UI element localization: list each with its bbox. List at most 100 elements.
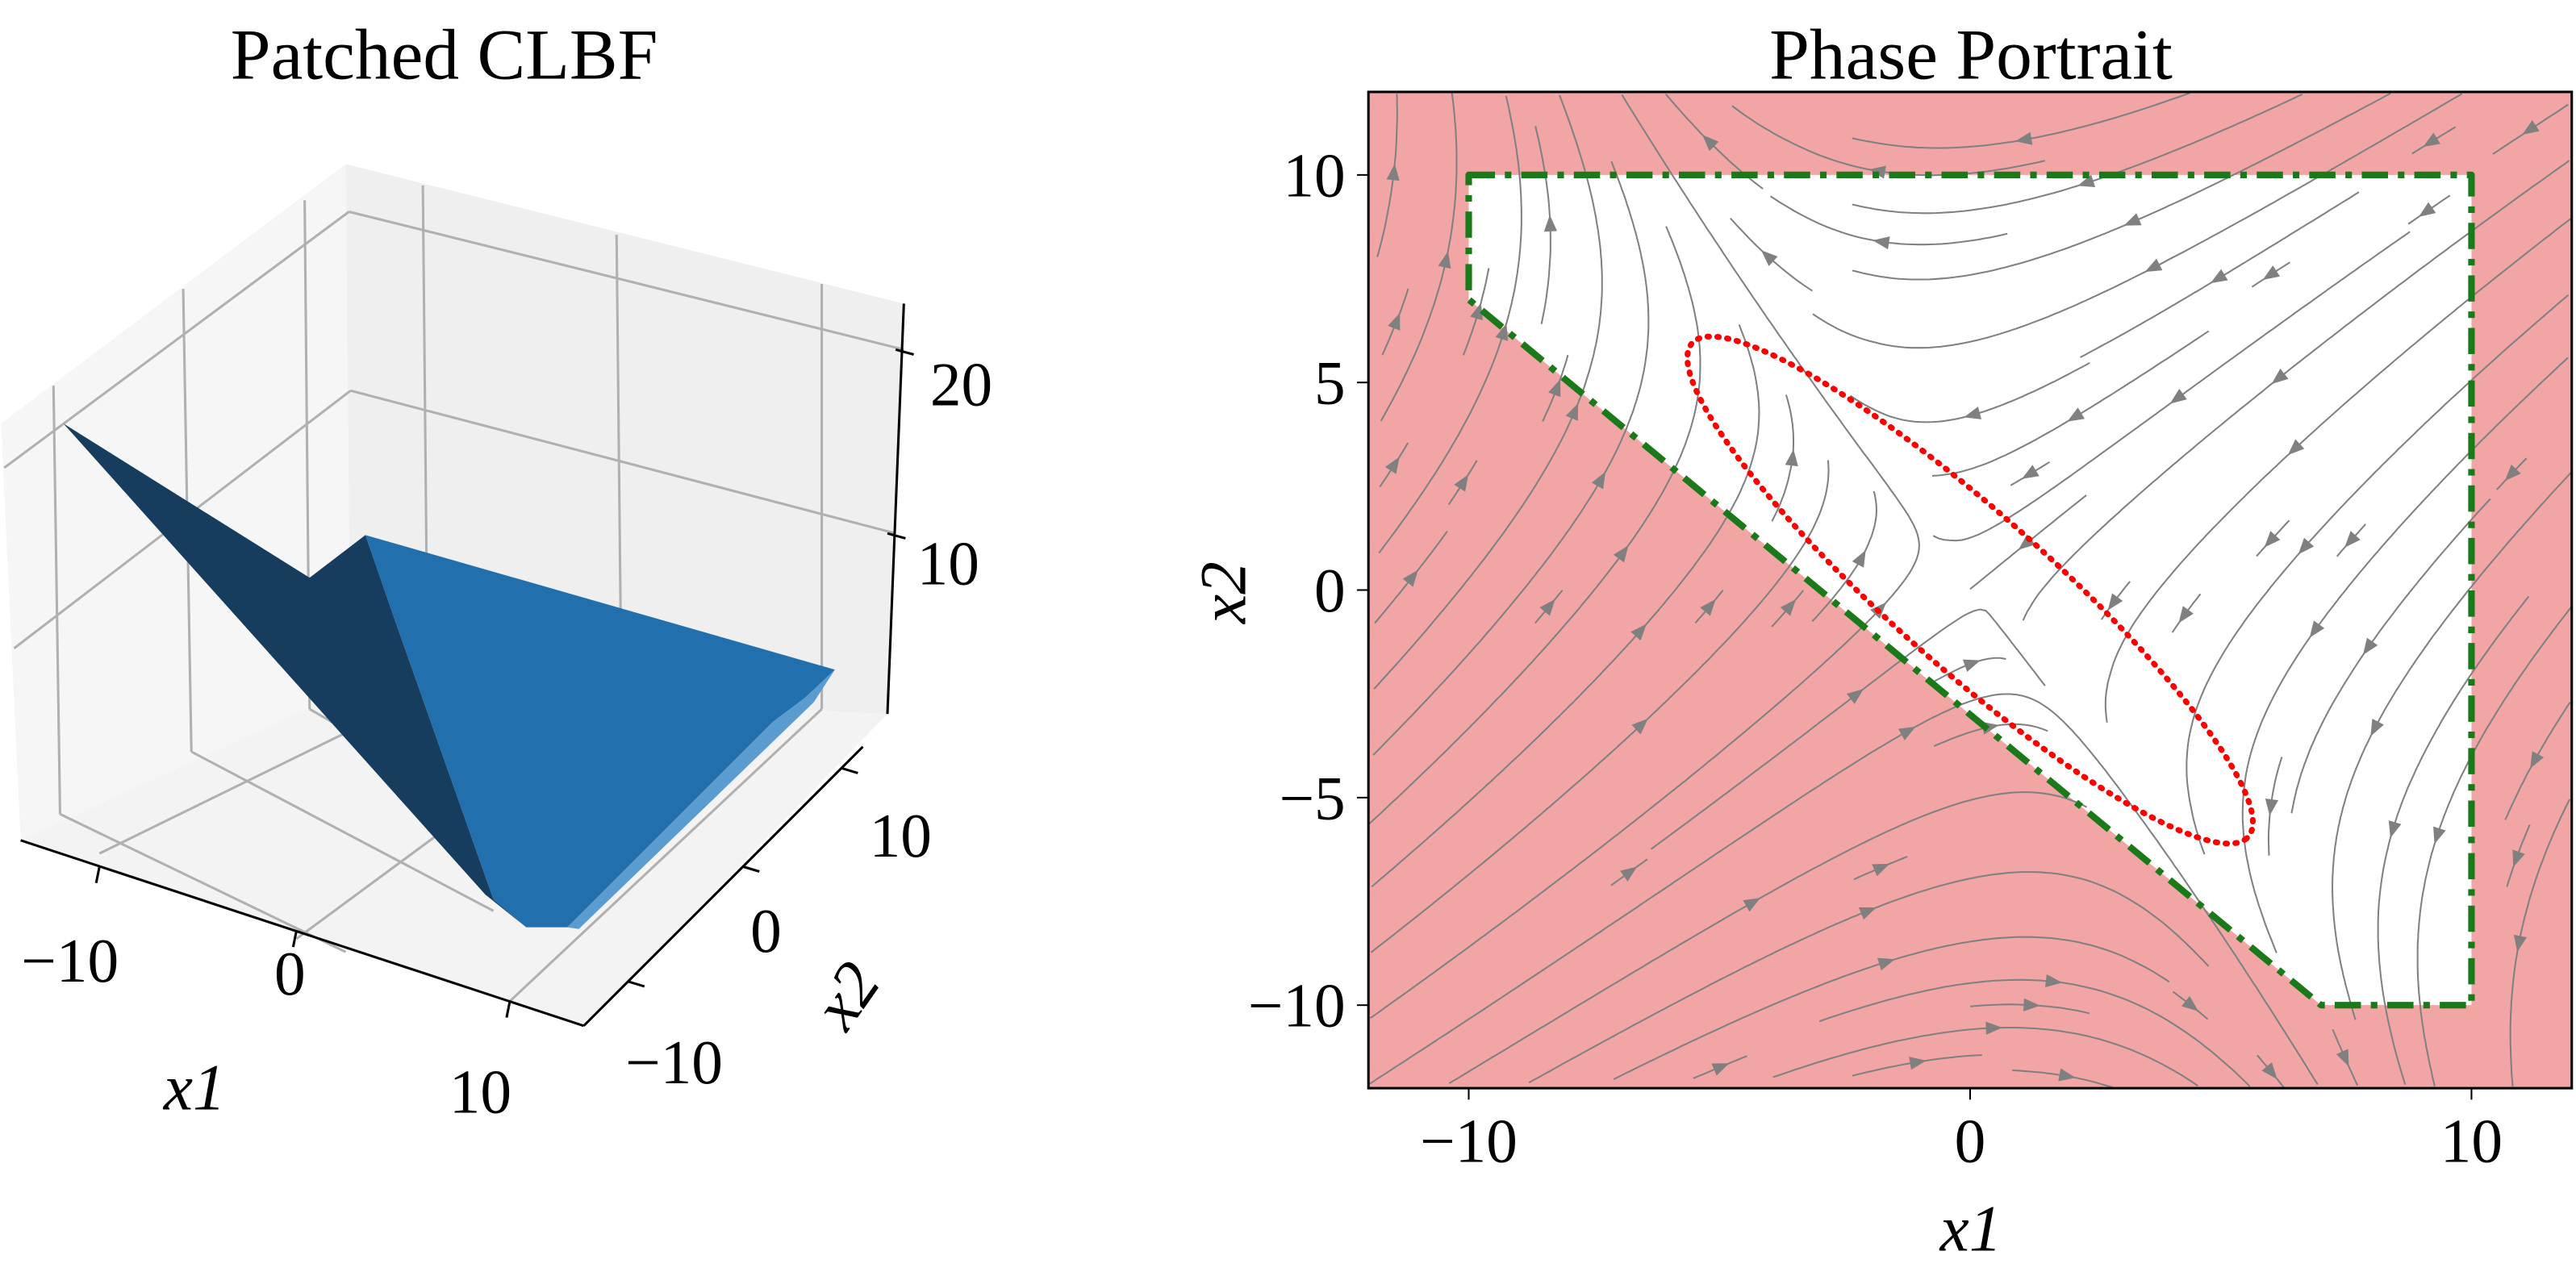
roa-ellipse xyxy=(1684,333,2257,847)
axes-3d xyxy=(20,303,914,1028)
stream-arrow xyxy=(1388,312,1401,331)
x1-tick-label: 10 xyxy=(449,1057,511,1127)
stream-arrow xyxy=(2022,465,2040,479)
x1-tick-label: −10 xyxy=(21,926,119,995)
stream-arrow xyxy=(2522,120,2540,136)
surface-dark-face xyxy=(63,423,527,928)
stream-arrow xyxy=(2264,531,2281,548)
stream-arrow xyxy=(2309,620,2325,638)
stream-arrow xyxy=(1780,598,1797,616)
stream-arrow xyxy=(2058,1068,2076,1082)
stream-arrow xyxy=(1852,550,1866,568)
stream-arrow xyxy=(2018,534,2035,550)
stream-arrow xyxy=(2123,213,2142,226)
stream-arrow xyxy=(2178,606,2194,623)
surface-plot: Patched CLBF xyxy=(1,15,992,1127)
surface-edge-face xyxy=(567,669,835,929)
stream-arrow xyxy=(1613,545,1629,563)
stream-arrow xyxy=(1785,448,1798,467)
stream-arrow xyxy=(1702,135,1719,152)
stream-arrow xyxy=(2423,132,2440,148)
stream-arrow xyxy=(2504,464,2521,482)
stream-arrow xyxy=(1700,598,1716,616)
z-tick-label: 10 xyxy=(917,528,979,598)
x1-tick-label: 0 xyxy=(274,939,306,1008)
stream-arrow xyxy=(1384,457,1400,474)
x2-tick-label: 10 xyxy=(870,801,932,870)
stream-arrow xyxy=(1711,1063,1730,1076)
stream-arrow xyxy=(1743,898,1761,912)
stream-arrow xyxy=(2044,974,2063,988)
stream-arrow xyxy=(1846,689,1864,704)
stream-arrow xyxy=(1962,659,1981,673)
phase-title: Phase Portrait xyxy=(1769,15,2173,95)
stream-arrow xyxy=(2336,1049,2349,1067)
stream-arrow xyxy=(1909,1057,1927,1070)
stream-arrow xyxy=(2271,369,2289,385)
stream-arrow xyxy=(1898,726,1916,740)
stream-arrow xyxy=(2344,531,2361,548)
stream-arrow xyxy=(2023,998,2040,1011)
z-tick-label: 20 xyxy=(930,350,992,419)
stream-arrow xyxy=(2388,820,2402,838)
y-axis-label: x2 xyxy=(1187,561,1260,624)
stream-arrow xyxy=(1964,407,1982,419)
stream-arrow xyxy=(2261,1062,2277,1079)
y-tick-label: −5 xyxy=(1279,763,1345,832)
stream-arrow xyxy=(1630,623,1647,641)
stream-arrow xyxy=(1565,402,1579,421)
stream-arrow xyxy=(1877,957,1895,971)
stream-arrow xyxy=(1386,164,1400,181)
stream-arrow xyxy=(1548,379,1561,398)
stream-arrow xyxy=(2418,202,2436,217)
stream-arrow xyxy=(1873,236,1890,250)
x2-tick-label: 0 xyxy=(750,896,782,965)
y-tick-label: 5 xyxy=(1314,348,1346,418)
stream-arrow xyxy=(1454,474,1469,492)
surface-blue-face xyxy=(365,535,835,928)
stream-arrow xyxy=(2530,751,2545,769)
stream-arrow xyxy=(1402,569,1418,587)
stream-arrow xyxy=(1470,302,1483,321)
phase-portrait: Phase Portrait −10 0 10 −10 −5 0 5 10 x1 x2 xyxy=(1187,15,2574,1266)
stream-arrow xyxy=(2433,826,2446,845)
safe-region xyxy=(1468,174,2472,1006)
surface-title: Patched CLBF xyxy=(231,15,658,95)
stream-arrow xyxy=(1858,907,1877,920)
stream-arrow xyxy=(2014,131,2033,145)
stream-arrow xyxy=(1985,1021,2002,1035)
axis-ticks: −10 0 10 −10 −5 0 5 10 xyxy=(1248,140,2503,1175)
stream-arrow xyxy=(1495,323,1509,341)
stream-arrow xyxy=(2181,995,2198,1011)
x-axis-label: x1 xyxy=(1939,1192,2002,1266)
stream-arrow xyxy=(2144,258,2163,273)
stream-arrow xyxy=(1761,250,1778,266)
safe-set-boundary xyxy=(1465,171,2475,1009)
stream-arrow xyxy=(2265,799,2278,816)
stream-arrow xyxy=(2287,439,2305,456)
y-tick-label: 10 xyxy=(1283,140,1345,210)
x-tick-label: −10 xyxy=(1420,1107,1518,1176)
y-tick-label: −10 xyxy=(1248,971,1346,1041)
stream-arrow xyxy=(1539,598,1555,616)
stream-arrow xyxy=(1591,471,1606,490)
streamlines xyxy=(1368,92,2572,1089)
stream-arrow xyxy=(2513,934,2527,953)
x1-axis-label: x1 xyxy=(163,1051,226,1124)
stream-arrow xyxy=(2262,265,2281,281)
stream-arrow xyxy=(2362,637,2378,656)
stream-arrow xyxy=(1872,863,1890,877)
stream-arrow xyxy=(1543,215,1558,232)
x-tick-label: 10 xyxy=(2440,1107,2503,1176)
stream-arrow xyxy=(2210,269,2228,284)
stream-arrow xyxy=(2077,174,2096,187)
stream-arrow xyxy=(2370,719,2384,736)
stream-arrow xyxy=(1438,251,1451,269)
x-tick-label: 0 xyxy=(1955,1107,1986,1176)
stream-arrow xyxy=(2067,407,2085,422)
stream-arrow xyxy=(2169,388,2187,404)
x2-axis-label: x2 xyxy=(798,949,894,1042)
stream-arrow xyxy=(2298,537,2315,555)
stream-arrow xyxy=(2107,593,2123,611)
